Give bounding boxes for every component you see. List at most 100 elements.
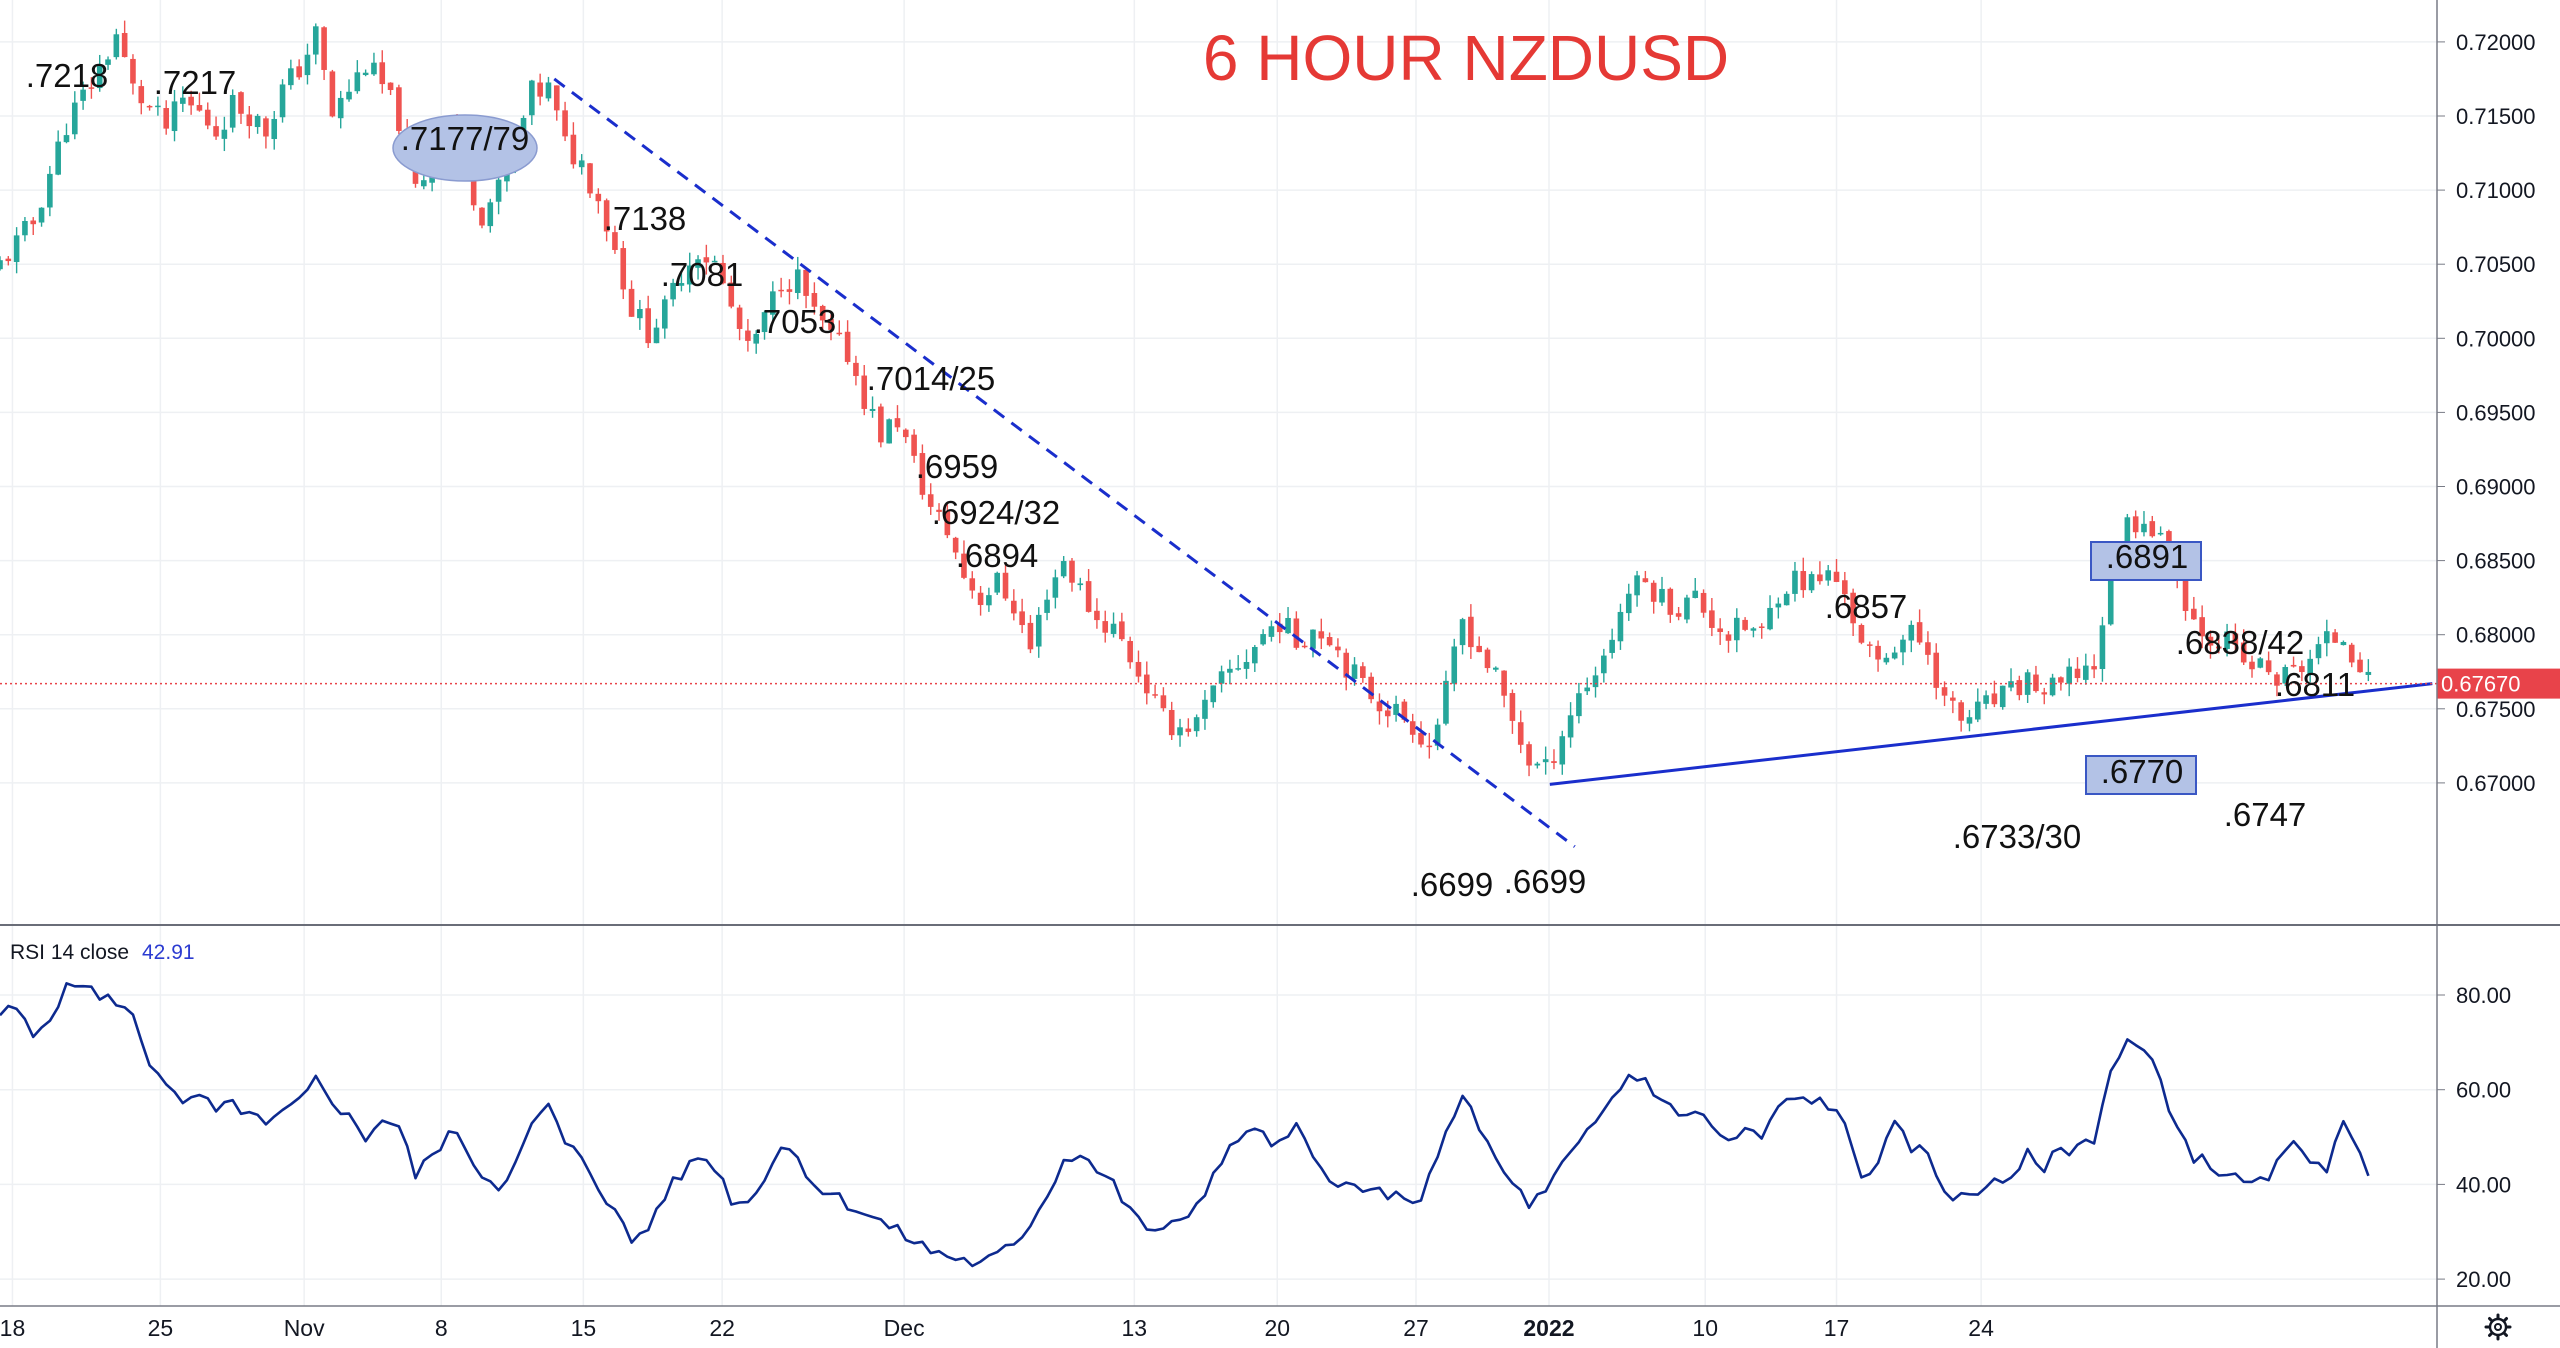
candle [2290,656,2297,668]
candle-body [2232,633,2239,645]
candle-body [1085,581,1092,612]
candle-body [745,330,751,341]
candle-body [1110,623,1117,634]
candle [1891,646,1898,660]
candle [495,171,502,215]
candle [213,116,219,140]
candle-body [736,307,743,329]
candle [1052,569,1059,609]
candle-body [1692,590,1699,598]
candle-body [1218,671,1225,684]
candle-body [1276,623,1283,633]
candle-body [38,207,45,223]
candle [2240,629,2247,666]
time-tick-label: 18 [0,1315,25,1341]
candle [38,207,45,227]
candle-body [1343,652,1350,678]
candle [986,587,992,612]
candle-body [1268,626,1275,637]
candle-body [1825,570,1831,581]
time-tick-label: 22 [709,1315,735,1341]
candle-body [1709,610,1715,628]
candle-body [2215,646,2222,649]
candle-body [662,299,668,329]
candle-body [96,64,103,89]
candle [1750,627,1757,638]
candle [30,217,37,236]
price-tick-label: 0.69000 [2456,475,2536,500]
candle [1991,680,1998,708]
candle-body [1592,675,1599,688]
candle-body [1310,629,1316,649]
candle-body [55,141,61,175]
candle-body [902,429,909,438]
candle [329,69,336,118]
candle-body [321,27,327,70]
candle-body [312,26,319,55]
candle-body [130,58,136,84]
candle [645,295,651,348]
candle-body [213,126,219,137]
candle [63,123,70,144]
candle [2307,649,2313,683]
candle [844,320,851,365]
candle [2365,659,2372,682]
candle [2041,687,2048,705]
candle-body [1044,599,1050,613]
candle-body [2066,666,2072,684]
candle-body [1119,621,1125,640]
candle [1950,691,1956,714]
candle-body [1301,645,1308,648]
candle [927,483,934,515]
candle [1733,608,1740,653]
candle-body [22,221,28,236]
candle [836,320,843,336]
candle-body [2008,681,2014,688]
candle-body [1908,624,1915,641]
candle [2332,629,2338,643]
candle-body [836,332,843,335]
candle [2340,640,2347,646]
candle [894,405,901,432]
candle [2265,651,2272,675]
candle [1268,620,1275,642]
candle-body [263,118,269,137]
candle-body [1792,570,1798,594]
candle-body [379,62,386,85]
candle-body [886,419,892,444]
candle-body [1733,617,1740,641]
candle [1551,749,1557,770]
candle-body [1700,592,1707,613]
candle-body [794,269,801,294]
candle-body [944,510,951,536]
candle [1767,595,1773,631]
candle-body [894,418,901,428]
candle-body [1368,676,1374,700]
candle [1866,641,1873,658]
candle-body [2182,573,2189,611]
candle-body [13,235,20,263]
candle-body [1127,640,1133,663]
candle-body [2058,677,2064,683]
price-tick-label: 0.72000 [2456,30,2536,55]
candle-body [1958,702,1964,721]
candle-body [2365,671,2372,675]
candle-body [2307,658,2313,675]
candle-body [1916,622,1923,643]
candle [720,254,726,285]
candle-body [71,102,78,135]
candle [1193,714,1200,737]
candle [2049,673,2056,697]
candle [1360,662,1366,683]
settings-gear-icon[interactable] [2484,1313,2512,1341]
candle [1725,631,1732,653]
candle [1168,701,1175,741]
candle-body [2141,523,2147,533]
candle [1758,623,1765,639]
candle-body [2299,666,2305,673]
candle-body [861,375,868,409]
candle-body [2324,631,2330,644]
candle [1783,591,1790,606]
candle-body [171,101,178,132]
